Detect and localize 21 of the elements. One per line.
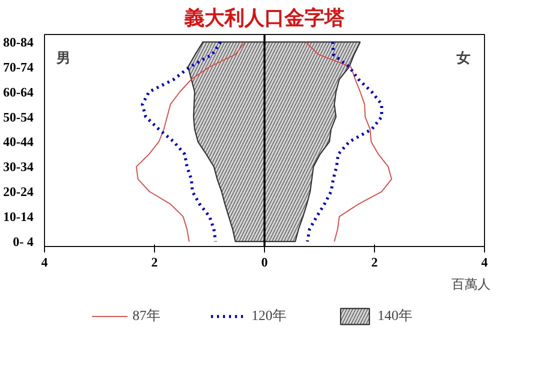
y-tick-label: 0- 4 bbox=[12, 234, 34, 250]
legend-label: 87年 bbox=[132, 308, 160, 325]
legend-label: 140年 bbox=[378, 308, 412, 325]
annotation: 男 bbox=[56, 50, 70, 66]
y-tick-label: 50-54 bbox=[3, 109, 34, 124]
x-tick-label: 0 bbox=[261, 254, 268, 270]
y-tick-label: 10-14 bbox=[3, 209, 34, 224]
y-tick-label: 30-34 bbox=[3, 159, 34, 174]
y-tick-label: 70-74 bbox=[3, 59, 34, 74]
y-tick-label: 60-64 bbox=[3, 84, 34, 100]
x-axis-title: 百萬人 bbox=[452, 276, 490, 292]
legend-label: 120年 bbox=[252, 308, 286, 325]
y-tick-label: 20-24 bbox=[3, 184, 34, 200]
y-tick-label: 40-44 bbox=[3, 134, 34, 150]
x-tick-label: 2 bbox=[371, 254, 378, 270]
y-tick-label: 80-84 bbox=[3, 34, 34, 50]
x-tick-label: 2 bbox=[151, 254, 158, 270]
chart-title: 義大利人口金字塔 bbox=[184, 6, 346, 30]
annotation: 女 bbox=[456, 50, 470, 66]
x-tick-label: 4 bbox=[481, 254, 488, 270]
x-tick-label: 4 bbox=[41, 254, 48, 270]
